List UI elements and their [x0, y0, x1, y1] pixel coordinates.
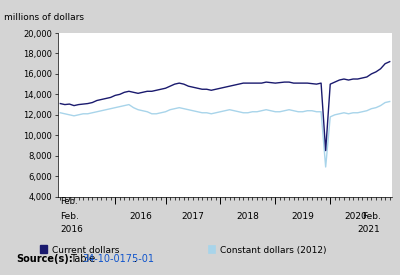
Text: Constant dollars (2012): Constant dollars (2012) — [220, 246, 326, 255]
Text: Feb.: Feb. — [60, 212, 79, 221]
Text: Source(s):: Source(s): — [16, 254, 73, 264]
Text: Feb.: Feb. — [362, 212, 380, 221]
Text: Current dollars: Current dollars — [52, 246, 119, 255]
Text: 2020: 2020 — [344, 212, 367, 221]
Text: 2016: 2016 — [60, 226, 83, 235]
Text: Feb.: Feb. — [60, 197, 78, 206]
Text: Table: Table — [70, 254, 98, 264]
Text: 34-10-0175-01: 34-10-0175-01 — [82, 254, 154, 264]
Text: 2017: 2017 — [182, 212, 204, 221]
Text: 2016: 2016 — [129, 212, 152, 221]
Text: millions of dollars: millions of dollars — [4, 13, 84, 22]
Text: 2021: 2021 — [358, 226, 380, 235]
Text: 2018: 2018 — [236, 212, 259, 221]
Text: 2019: 2019 — [291, 212, 314, 221]
Text: .: . — [134, 254, 137, 264]
